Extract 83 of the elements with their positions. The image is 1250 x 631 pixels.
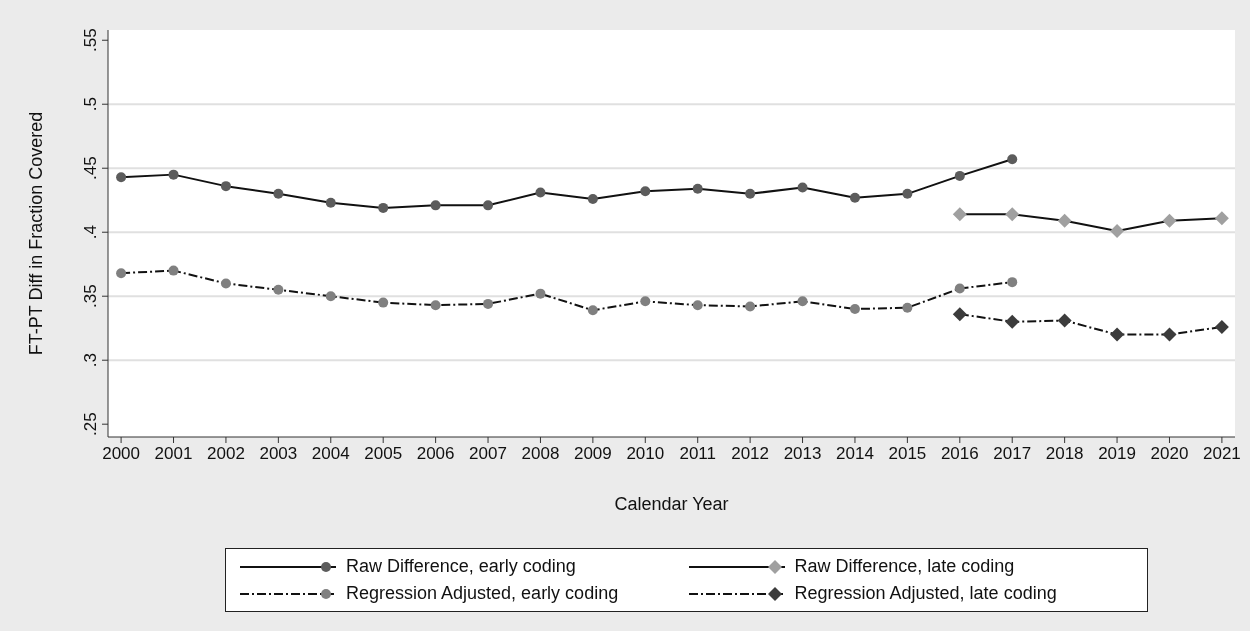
x-tick-label: 2007	[469, 444, 507, 463]
y-tick-label: .4	[81, 225, 100, 240]
y-axis-title: FT-PT Diff in Fraction Covered	[26, 111, 47, 356]
point	[692, 183, 703, 194]
point	[1057, 313, 1072, 328]
point	[535, 187, 546, 198]
y-tick-label: .55	[81, 28, 100, 53]
point	[797, 182, 808, 193]
x-tick-label: 2018	[1045, 444, 1084, 463]
point	[116, 172, 127, 183]
point	[954, 170, 965, 181]
y-tick-label: .25	[81, 412, 100, 437]
x-tick-label: 2020	[1150, 444, 1189, 463]
point	[902, 302, 913, 313]
point	[273, 188, 284, 199]
y-tick-label: .45	[81, 156, 100, 181]
y-tick-label: .3	[81, 353, 100, 368]
point	[745, 301, 756, 312]
point	[1110, 327, 1125, 342]
point	[168, 265, 179, 276]
point	[1214, 319, 1229, 334]
y-tick-label: .5	[81, 97, 100, 112]
point	[378, 297, 389, 308]
point	[273, 284, 284, 295]
point	[640, 186, 651, 197]
legend-label: Raw Difference, early coding	[346, 556, 576, 577]
legend-label: Raw Difference, late coding	[794, 556, 1015, 577]
point	[430, 300, 441, 311]
x-tick-label: 2016	[940, 444, 979, 463]
x-tick-label: 2019	[1098, 444, 1136, 463]
x-tick-label: 2014	[836, 444, 874, 463]
x-tick-label: 2011	[679, 444, 716, 463]
x-tick-label: 2002	[207, 444, 245, 463]
x-axis-title: Calendar Year	[614, 494, 729, 514]
point	[1162, 213, 1177, 228]
x-tick-label: 2006	[416, 444, 455, 463]
point	[587, 193, 598, 204]
x-tick-label: 2005	[364, 444, 403, 463]
x-tick-label: 2013	[783, 444, 822, 463]
point	[587, 305, 598, 316]
point	[1005, 207, 1020, 222]
point	[849, 192, 860, 203]
x-tick-label: 2012	[731, 444, 770, 463]
point	[797, 296, 808, 307]
point	[849, 304, 860, 315]
x-tick-label: 2000	[102, 444, 141, 463]
point	[745, 188, 756, 199]
point	[220, 278, 231, 289]
point	[378, 202, 389, 213]
point	[483, 298, 494, 309]
x-tick-label: 2021	[1202, 444, 1241, 463]
point	[902, 188, 913, 199]
point	[1007, 277, 1018, 288]
x-tick-label: 2015	[888, 444, 927, 463]
point	[1005, 314, 1020, 329]
point	[1110, 223, 1125, 238]
x-tick-label: 2009	[573, 444, 612, 463]
point	[640, 296, 651, 307]
point	[1162, 327, 1177, 342]
x-tick-label: 2004	[311, 444, 350, 463]
point	[952, 307, 967, 322]
point	[1057, 213, 1072, 228]
legend-label: Regression Adjusted, early coding	[346, 583, 619, 604]
point	[430, 200, 441, 211]
point	[116, 268, 127, 279]
point	[952, 207, 967, 222]
point	[692, 300, 703, 311]
point	[535, 288, 546, 299]
point	[220, 181, 231, 192]
point	[168, 169, 179, 180]
point	[483, 200, 494, 211]
point	[325, 197, 336, 208]
x-tick-label: 2017	[993, 444, 1032, 463]
x-tick-label: 2003	[259, 444, 298, 463]
point	[1007, 154, 1018, 165]
y-tick-label: .35	[81, 284, 100, 309]
x-tick-label: 2010	[626, 444, 665, 463]
point	[954, 283, 965, 294]
legend-label: Regression Adjusted, late coding	[794, 583, 1057, 604]
x-tick-label: 2001	[154, 444, 193, 463]
x-tick-label: 2008	[521, 444, 560, 463]
point	[1214, 211, 1229, 226]
point	[325, 291, 336, 302]
